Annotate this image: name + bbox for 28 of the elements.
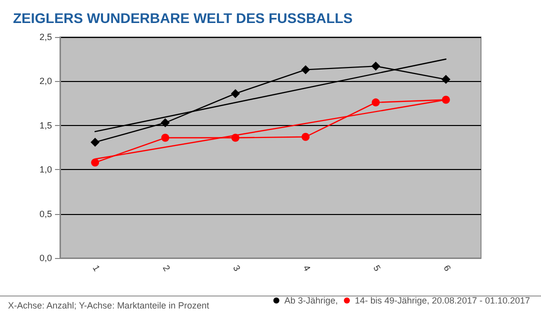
point bbox=[160, 118, 170, 128]
point bbox=[90, 138, 100, 147]
legend-label: Ab 3-Jährige, bbox=[284, 296, 338, 306]
x-tick-label: 5 bbox=[371, 264, 383, 273]
x-tick-label: 6 bbox=[442, 264, 453, 273]
point bbox=[441, 74, 450, 84]
point bbox=[372, 98, 380, 106]
point bbox=[161, 134, 170, 142]
x-tick-label: 3 bbox=[231, 264, 242, 273]
y-tick-label: 1,5 bbox=[39, 120, 52, 130]
y-tick-label: 1,0 bbox=[39, 164, 52, 175]
point bbox=[301, 65, 310, 74]
chart-title: ZEIGLERS WUNDERBARE WELT DES FUSSBALLS bbox=[13, 10, 353, 26]
x-tick-label: 2 bbox=[160, 264, 172, 273]
x-tick-label: 4 bbox=[301, 264, 312, 273]
x-tick-label: 1 bbox=[90, 264, 102, 273]
point bbox=[302, 132, 310, 141]
point bbox=[371, 62, 380, 71]
y-tick-label: 0,0 bbox=[39, 253, 52, 263]
legend-label: 14- bis 49-Jährige, 20.08.2017 - 01.10.2017 bbox=[354, 296, 530, 306]
y-tick-label: 0,5 bbox=[39, 208, 52, 219]
y-tick-label: 2,5 bbox=[39, 32, 52, 42]
y-tick-label: 2,0 bbox=[39, 76, 52, 86]
point bbox=[230, 89, 240, 98]
point bbox=[91, 158, 100, 167]
point bbox=[442, 96, 450, 104]
text: X-Achse: Anzahl; Y-Achse: Marktanteile in Prozent bbox=[8, 300, 210, 310]
point bbox=[231, 134, 240, 142]
